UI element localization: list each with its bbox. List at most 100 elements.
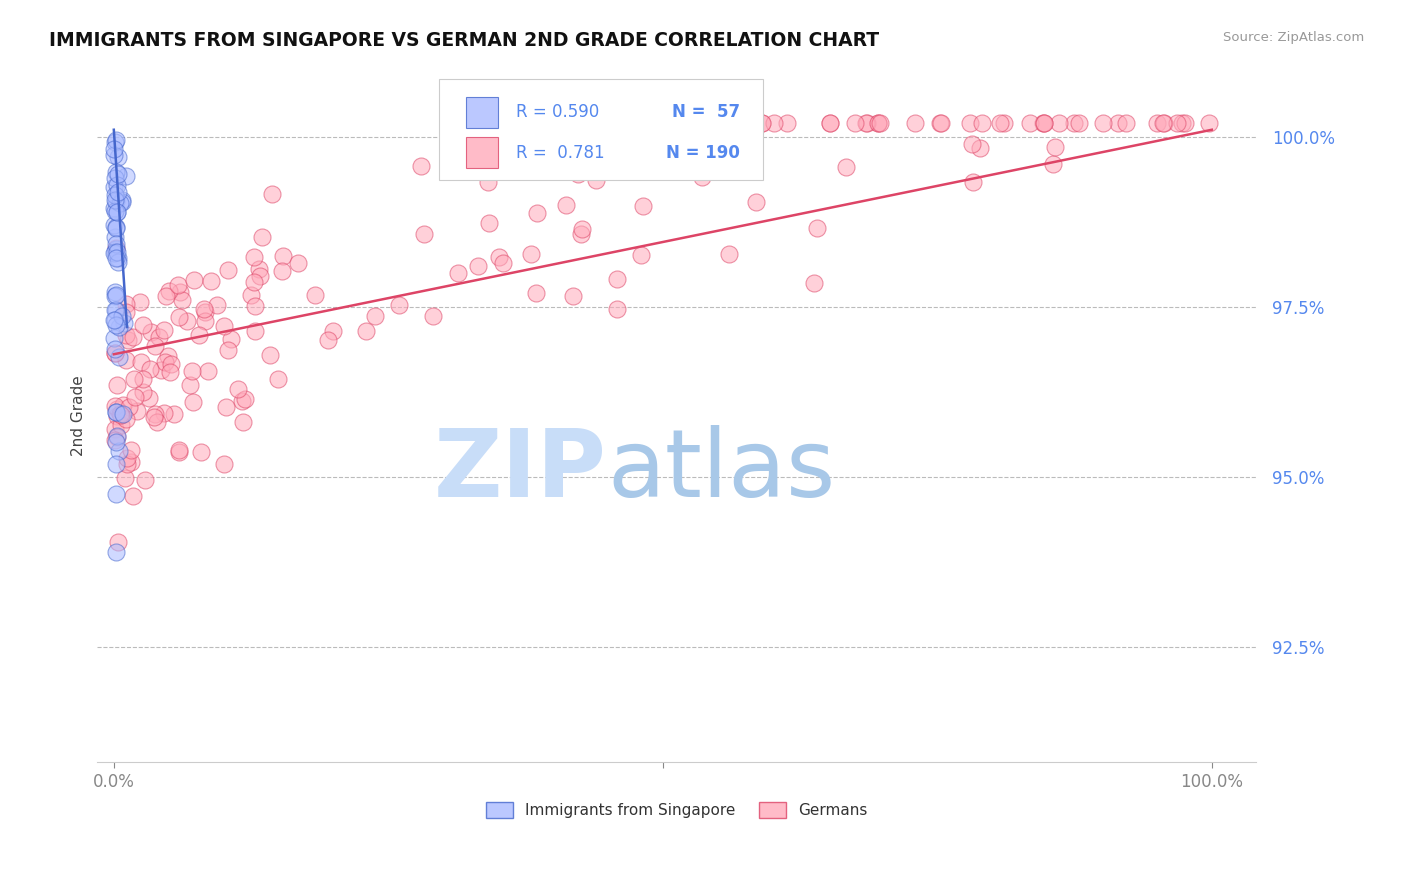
Point — [105, 318, 128, 333]
Point — [103, 331, 125, 345]
Point — [193, 302, 215, 317]
Point — [143, 338, 166, 352]
Point — [585, 173, 607, 187]
Point — [105, 430, 128, 444]
Point — [1043, 139, 1066, 153]
Point — [104, 405, 127, 419]
Text: R =  0.781: R = 0.781 — [516, 144, 605, 161]
Point — [217, 263, 239, 277]
Point — [104, 345, 127, 359]
Point — [520, 247, 543, 261]
Point — [962, 175, 984, 189]
Point — [105, 194, 128, 209]
Point — [115, 169, 138, 184]
Point — [115, 304, 138, 318]
Text: R = 0.590: R = 0.590 — [516, 103, 599, 121]
Point — [105, 242, 128, 256]
Point — [104, 405, 127, 419]
Point — [904, 116, 927, 130]
Point — [447, 266, 470, 280]
Point — [243, 275, 266, 289]
Point — [727, 116, 749, 130]
Point — [1063, 116, 1085, 130]
Point — [776, 116, 799, 130]
Point — [555, 198, 578, 212]
Point — [120, 443, 142, 458]
Point — [181, 364, 204, 378]
Point — [157, 349, 180, 363]
Point — [194, 305, 217, 319]
Point — [117, 333, 139, 347]
Point — [132, 318, 155, 332]
Point — [129, 295, 152, 310]
Point — [439, 135, 461, 149]
Point — [200, 274, 222, 288]
Point — [247, 262, 270, 277]
Point — [363, 310, 385, 324]
Point — [120, 455, 142, 469]
Point — [422, 310, 444, 324]
Text: atlas: atlas — [607, 425, 835, 517]
Point — [219, 332, 242, 346]
Point — [844, 116, 866, 130]
Point — [243, 251, 266, 265]
Point — [167, 443, 190, 458]
Point — [110, 418, 132, 433]
Point — [134, 473, 156, 487]
Point — [104, 204, 127, 219]
Point — [172, 293, 194, 308]
Point — [304, 288, 326, 302]
Point — [111, 407, 134, 421]
Point — [122, 489, 145, 503]
Point — [110, 408, 132, 422]
Point — [146, 415, 169, 429]
Point — [250, 230, 273, 244]
Point — [104, 434, 127, 449]
Point — [212, 457, 235, 471]
Point — [724, 116, 747, 130]
Point — [561, 289, 583, 303]
Point — [681, 116, 703, 130]
Point — [233, 392, 256, 406]
Point — [354, 324, 377, 338]
Point — [188, 327, 211, 342]
Point — [105, 402, 128, 417]
Point — [114, 470, 136, 484]
Point — [962, 137, 984, 152]
Point — [928, 116, 950, 130]
Point — [751, 116, 773, 130]
Point — [706, 116, 728, 130]
Point — [125, 404, 148, 418]
Point — [634, 160, 657, 174]
Point — [115, 412, 138, 426]
Point — [243, 299, 266, 313]
Point — [157, 285, 180, 299]
Point — [166, 277, 188, 292]
Point — [183, 273, 205, 287]
Point — [149, 362, 172, 376]
Point — [970, 116, 993, 130]
Point — [179, 378, 201, 392]
Point — [107, 185, 129, 199]
Text: ZIP: ZIP — [434, 425, 607, 517]
Legend: Immigrants from Singapore, Germans: Immigrants from Singapore, Germans — [479, 796, 873, 824]
Point — [104, 132, 127, 146]
Point — [108, 195, 131, 210]
Point — [104, 457, 127, 471]
Point — [606, 272, 628, 286]
Point — [132, 385, 155, 400]
Point — [115, 457, 138, 471]
Point — [388, 298, 411, 312]
Point — [190, 445, 212, 459]
Point — [1032, 116, 1054, 130]
Point — [657, 116, 679, 130]
Point — [107, 149, 129, 163]
Point — [929, 116, 952, 130]
Point — [869, 116, 891, 130]
Point — [569, 227, 592, 242]
Point — [959, 116, 981, 130]
Point — [267, 372, 290, 386]
Point — [806, 221, 828, 235]
Point — [104, 251, 127, 265]
Point — [159, 365, 181, 379]
